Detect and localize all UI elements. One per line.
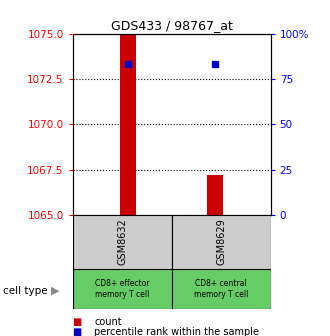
Text: cell type: cell type — [3, 286, 48, 296]
Title: GDS433 / 98767_at: GDS433 / 98767_at — [111, 19, 233, 33]
Text: GSM8632: GSM8632 — [117, 218, 127, 265]
Text: ▶: ▶ — [51, 286, 60, 296]
Text: ■: ■ — [73, 317, 82, 327]
Text: CD8+ central
memory T cell: CD8+ central memory T cell — [194, 279, 248, 299]
Bar — [172, 215, 271, 269]
Bar — [120, 34, 136, 215]
Bar — [73, 215, 172, 269]
Text: count: count — [94, 317, 122, 327]
Text: CD8+ effector
memory T cell: CD8+ effector memory T cell — [95, 279, 149, 299]
Text: GSM8629: GSM8629 — [216, 218, 226, 265]
Bar — [73, 269, 172, 309]
Text: percentile rank within the sample: percentile rank within the sample — [94, 327, 259, 336]
Bar — [207, 175, 223, 215]
Bar — [172, 269, 271, 309]
Text: ■: ■ — [73, 327, 82, 336]
